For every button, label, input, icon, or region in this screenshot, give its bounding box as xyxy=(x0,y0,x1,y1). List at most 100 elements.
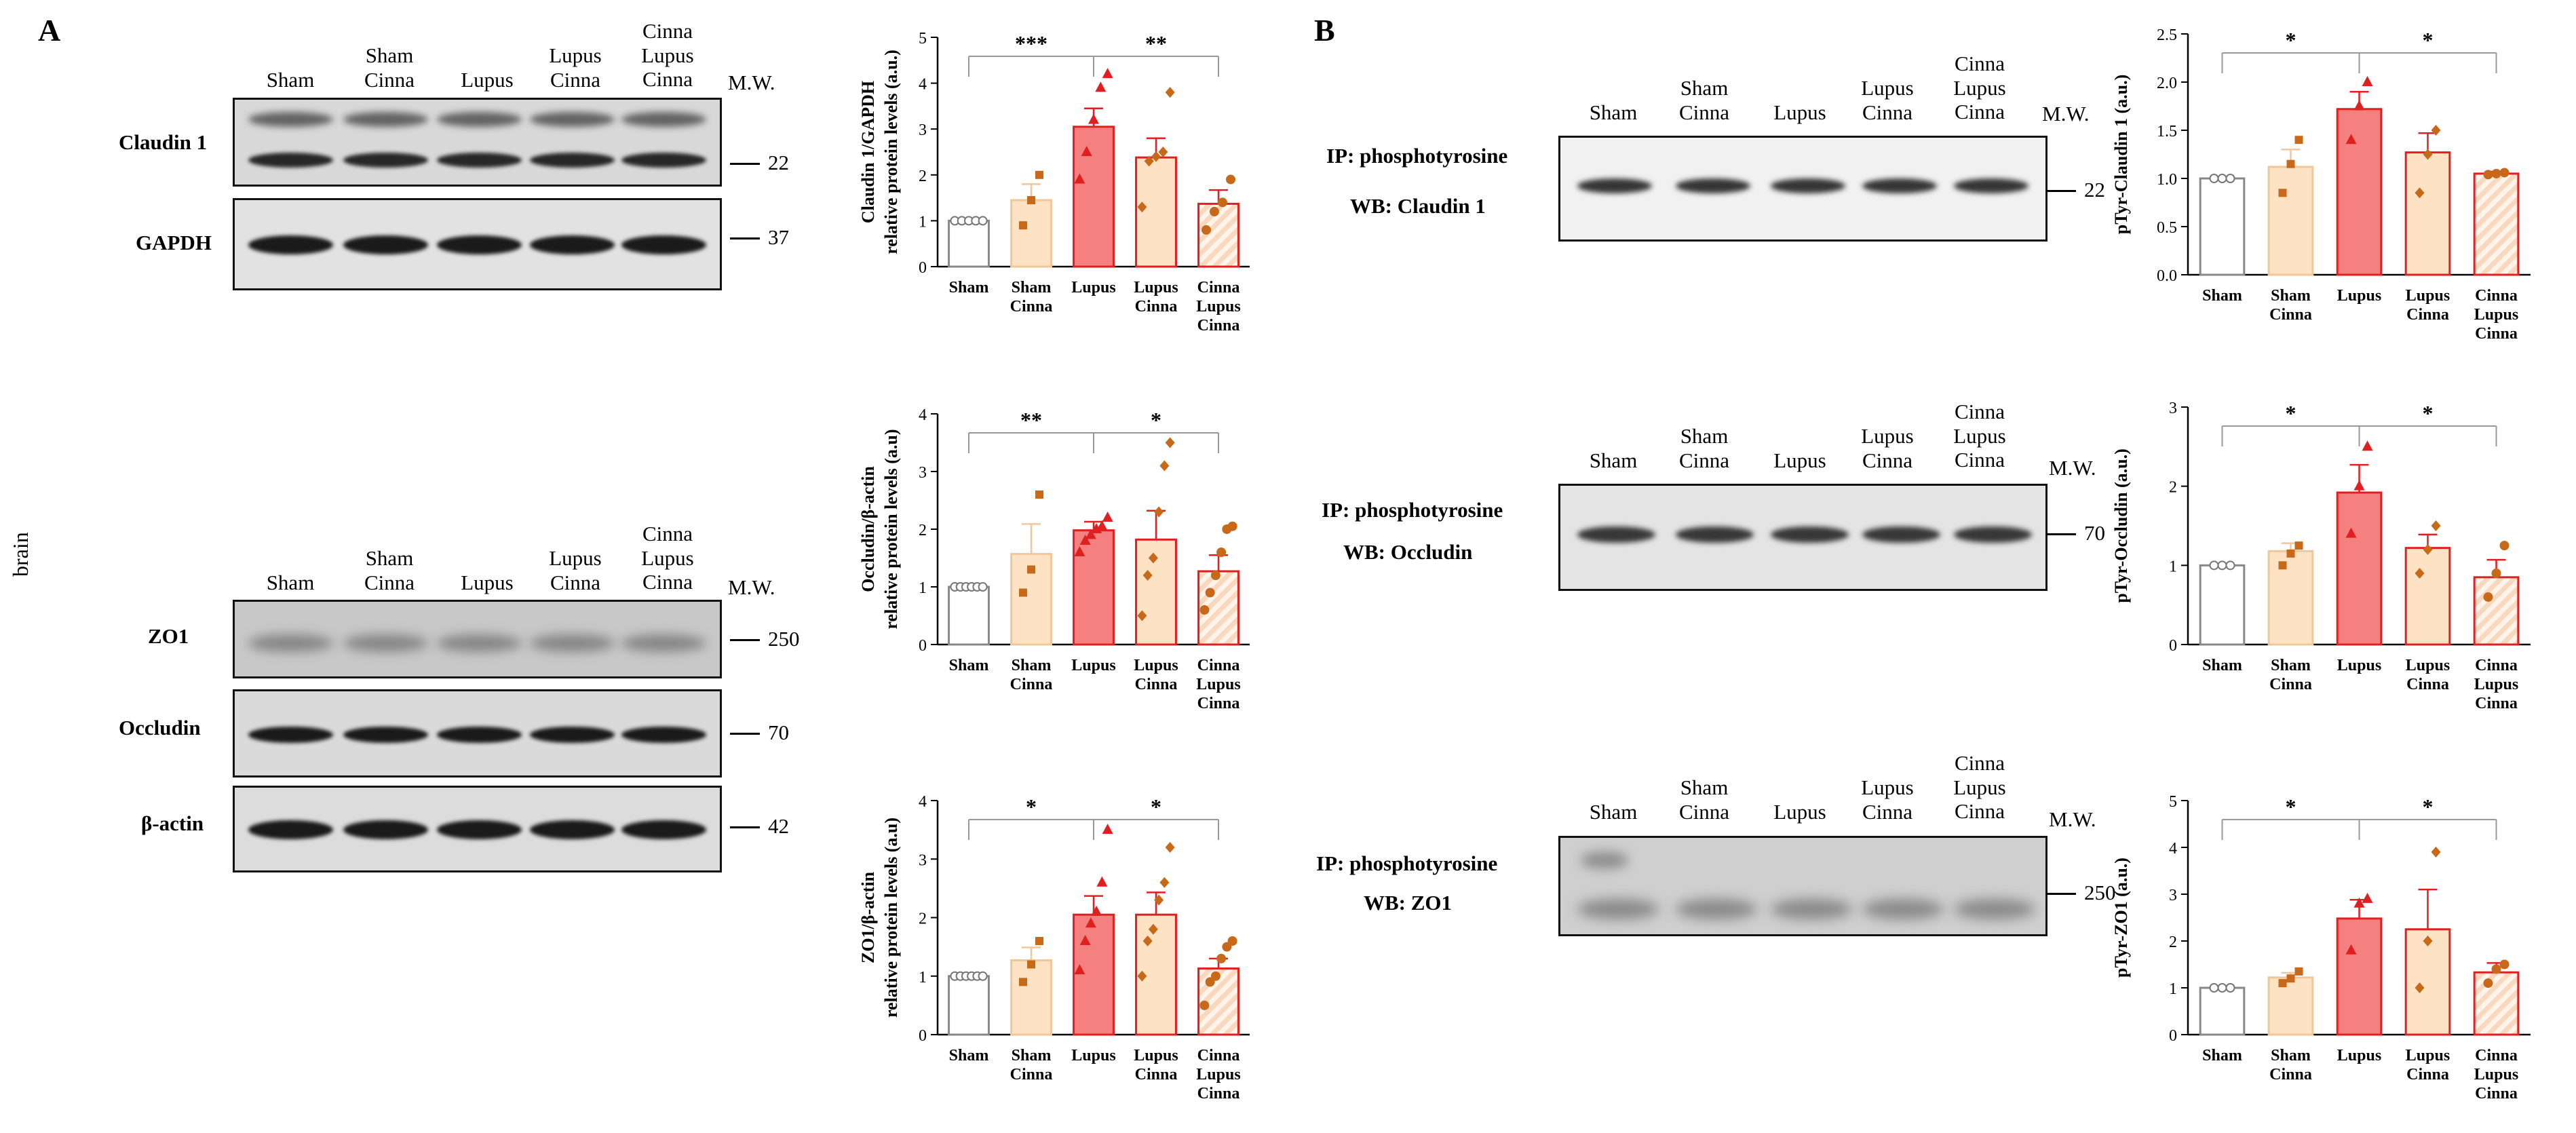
data-point xyxy=(1227,521,1237,531)
data-point xyxy=(2217,983,2227,993)
blot-band xyxy=(1581,851,1628,869)
data-point xyxy=(1027,960,1035,969)
data-point xyxy=(2225,983,2235,993)
category-label: Sham xyxy=(2271,1047,2311,1064)
category-label: Cinna xyxy=(1010,676,1053,693)
b-occludin-lane-label: Lupus Cinna xyxy=(1861,424,1914,472)
blot-band xyxy=(343,112,428,127)
panel-b-letter: B xyxy=(1314,13,1335,47)
b-occludin-mw-header: M.W. xyxy=(2049,456,2096,480)
data-point xyxy=(1019,588,1027,597)
data-point xyxy=(1137,970,1147,982)
a-top-lane-label: Lupus Cinna xyxy=(549,43,602,92)
significance-label: * xyxy=(1151,408,1161,432)
data-point xyxy=(2217,174,2227,183)
a-occludin-blot xyxy=(233,689,722,777)
data-point xyxy=(1205,588,1215,598)
significance-label: * xyxy=(2423,28,2434,52)
data-point xyxy=(1095,81,1107,92)
y-tick-label: 4 xyxy=(2169,840,2177,858)
y-tick-label: 3 xyxy=(919,121,927,139)
category-label: Cinna xyxy=(2406,1066,2449,1083)
blot-band xyxy=(621,153,706,168)
category-label: Lupus xyxy=(2337,1047,2381,1064)
y-axis-label: pTyr-Claudin 1 (a.u.) xyxy=(2111,75,2131,235)
category-label: Lupus xyxy=(2406,657,2450,674)
a-occludin-mw-tick xyxy=(730,733,760,735)
a-top-mw-header: M.W. xyxy=(728,71,775,94)
category-label: Sham xyxy=(1012,279,1052,296)
b-zo1-mw-header: M.W. xyxy=(2049,807,2096,831)
blot-band xyxy=(530,153,615,168)
y-tick-label: 0.5 xyxy=(2157,219,2177,237)
y-tick-label: 3 xyxy=(2169,887,2177,904)
y-tick-label: 1 xyxy=(919,579,927,597)
blot-band xyxy=(1954,526,2032,543)
b-claudin-blot xyxy=(1558,136,2048,242)
data-point xyxy=(1199,605,1210,615)
data-point xyxy=(2362,440,2373,451)
bar xyxy=(2336,491,2383,646)
y-tick-label: 2 xyxy=(919,168,927,185)
y-axis-label: pTyr-ZO1 (a.u.) xyxy=(2111,858,2131,978)
data-point xyxy=(978,971,988,981)
significance-label: ** xyxy=(1020,408,1042,432)
data-point xyxy=(1154,506,1164,518)
a-gapdh-label: GAPDH xyxy=(136,231,212,254)
b-occludin-lane-label: Sham xyxy=(1589,448,1638,472)
data-point xyxy=(2491,168,2501,178)
blot-band xyxy=(437,153,522,168)
blot-band xyxy=(343,153,428,168)
data-point xyxy=(1165,842,1175,853)
bar xyxy=(1135,156,1177,268)
data-point xyxy=(2491,964,2501,974)
b-zo1-mw-tick xyxy=(2046,893,2076,895)
data-point xyxy=(1165,437,1175,448)
data-point xyxy=(2483,170,2493,180)
b-occludin-mw: 70 xyxy=(2084,521,2105,545)
category-label: Sham xyxy=(2271,657,2311,674)
blot-band xyxy=(621,235,706,254)
category-label: Cinna xyxy=(2475,325,2518,343)
data-point xyxy=(1205,977,1215,987)
category-label: Lupus xyxy=(2337,287,2381,305)
data-point xyxy=(1216,953,1227,963)
data-point xyxy=(2286,549,2295,558)
data-point xyxy=(1096,876,1108,887)
category-label: Cinna xyxy=(1197,657,1240,674)
y-tick-label: 4 xyxy=(919,793,927,811)
y-tick-label: 1 xyxy=(919,213,927,231)
blot-band xyxy=(248,727,333,743)
category-label: Cinna xyxy=(2475,657,2518,674)
blot-band xyxy=(530,820,615,839)
data-point xyxy=(2225,174,2235,183)
y-tick-label: 4 xyxy=(919,406,927,424)
significance-label: * xyxy=(1026,794,1037,819)
data-point xyxy=(2209,983,2219,993)
blot-band xyxy=(437,820,522,839)
blot-band xyxy=(248,235,333,254)
y-tick-label: 2 xyxy=(2169,479,2177,497)
data-point xyxy=(2345,134,2357,145)
bar xyxy=(2267,166,2314,276)
data-point xyxy=(2499,541,2510,551)
blot-band xyxy=(1862,899,1944,919)
data-point xyxy=(1035,937,1043,945)
category-label: Cinna xyxy=(1135,676,1178,693)
b-claudin-mw: 22 xyxy=(2084,178,2105,201)
data-point xyxy=(978,216,988,226)
bar xyxy=(1010,199,1052,268)
b-occludin-wb: WB: Occludin xyxy=(1343,540,1473,564)
data-point xyxy=(1165,87,1175,98)
data-point xyxy=(2294,541,2303,550)
data-point xyxy=(1137,610,1147,621)
b-zo1-lane-label: Lupus Cinna xyxy=(1861,775,1914,824)
bar xyxy=(2404,547,2451,646)
blot-band xyxy=(621,634,706,652)
category-label: Lupus xyxy=(2406,1047,2450,1064)
b-claudin-lane-label: Sham Cinna xyxy=(1678,76,1730,124)
data-point xyxy=(1202,225,1211,235)
data-point xyxy=(1142,570,1153,581)
y-tick-label: 0 xyxy=(919,1027,927,1045)
data-point xyxy=(1148,552,1158,564)
